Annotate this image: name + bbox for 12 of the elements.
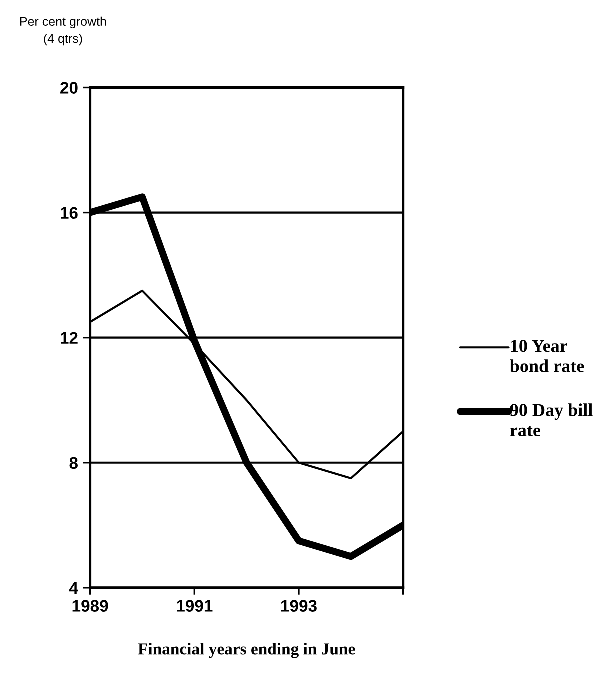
x-tick-label: 1993 xyxy=(282,600,317,612)
x-tick-label: 1989 xyxy=(72,600,108,612)
y-tick-label: 12 xyxy=(61,332,78,344)
y-tick-label: 20 xyxy=(60,82,78,94)
y-tick-label: 8 xyxy=(70,457,78,470)
y-tick-label: 16 xyxy=(61,207,78,219)
y-axis-title: Per cent growth (4 qtrs) xyxy=(20,16,106,46)
legend-label: 10 Year bond rate xyxy=(510,340,584,372)
y-tick-label: 4 xyxy=(69,582,78,594)
legend-label: 90 Day bill rate xyxy=(510,404,593,437)
x-axis-title: Financial years ending in June xyxy=(138,643,356,658)
x-tick-label: 1991 xyxy=(177,600,213,612)
